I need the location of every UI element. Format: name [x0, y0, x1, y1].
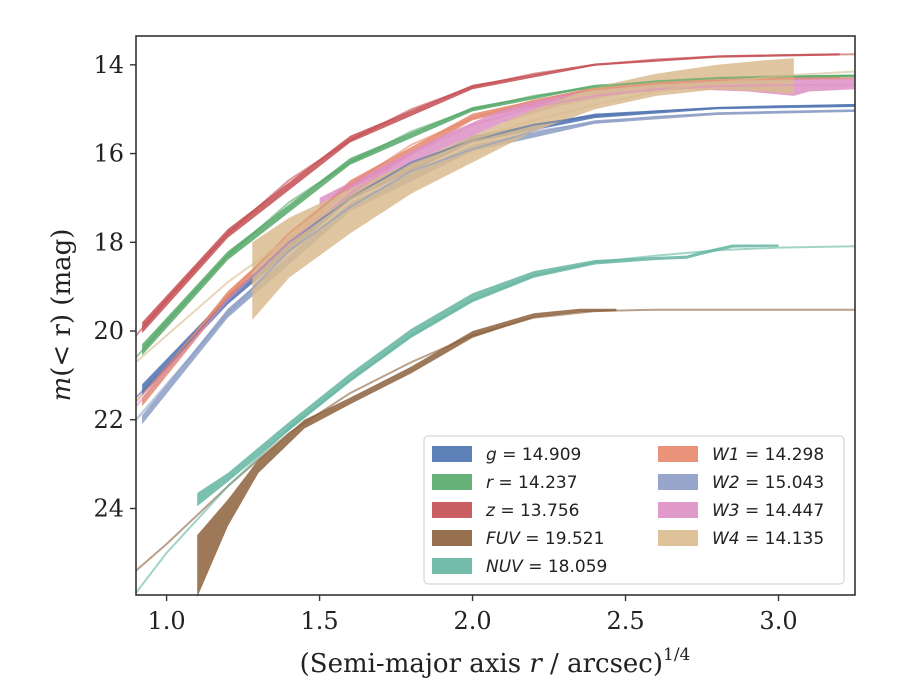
legend-band-value: = 15.043 [740, 473, 825, 493]
legend-band-value: = 14.298 [740, 445, 825, 465]
band-z [142, 53, 840, 334]
model-line-z [135, 53, 856, 337]
legend-label-w3: W3 = 14.447 [712, 501, 824, 521]
legend-swatch-g [432, 446, 472, 462]
legend-label-w4: W4 = 14.135 [712, 529, 824, 549]
x-axis-label: (Semi-major axis r / arcsec)1/4 [300, 645, 691, 679]
legend-swatch-w1 [658, 446, 698, 462]
legend-box [423, 435, 845, 585]
y-tick-label: 20 [93, 317, 124, 345]
legend-label-w2: W2 = 15.043 [712, 473, 824, 493]
legend-band-name: W4 [712, 529, 740, 549]
legend-band-name: NUV [486, 557, 524, 577]
legend-band-value: = 13.756 [495, 501, 580, 521]
x-axis-label-var: r [529, 649, 543, 679]
legend-band-value: = 18.059 [523, 557, 608, 577]
legend-swatch-w4 [658, 530, 698, 546]
y-tick-label: 14 [93, 51, 124, 79]
legend-swatch-nuv [432, 558, 472, 574]
legend-band-name: W2 [712, 473, 740, 493]
band-layer [142, 53, 856, 598]
legend-label-nuv: NUV = 18.059 [486, 557, 607, 577]
model-line-w2 [135, 110, 856, 421]
x-tick-label: 2.0 [453, 607, 491, 635]
legend-label-w1: W1 = 14.298 [712, 445, 824, 465]
x-axis-label-main: (Semi-major axis [300, 649, 530, 679]
plot-frame [135, 35, 856, 596]
band-w4 [252, 58, 794, 320]
model-line-layer [135, 53, 856, 594]
band-w3 [319, 78, 856, 212]
legend-label-fuv: FUV = 19.521 [486, 529, 604, 549]
legend-band-value: = 14.909 [497, 445, 582, 465]
legend-band-value: = 14.237 [493, 473, 578, 493]
legend-label-r: r = 14.237 [486, 473, 578, 493]
x-tick-label: 2.5 [606, 607, 644, 635]
y-axis-label-main: m [47, 377, 77, 402]
legend-band-name: W1 [712, 445, 740, 465]
y-tick-label: 18 [93, 228, 124, 256]
legend-band-name: g [486, 445, 497, 465]
legend-swatch-fuv [432, 530, 472, 546]
x-axis-label-sup: 1/4 [663, 645, 690, 665]
legend-label-g: g = 14.909 [486, 445, 581, 465]
y-axis-ticks: 14 16 18 20 22 24 [93, 51, 136, 522]
y-axis-label-tail: (< r) (mag) [47, 229, 77, 377]
legend-band-value: = 14.447 [740, 501, 825, 521]
x-tick-label: 3.0 [759, 607, 797, 635]
band-r [142, 74, 856, 356]
y-tick-label: 22 [93, 406, 124, 434]
legend-band-name: r [486, 473, 494, 493]
legend-swatch-w2 [658, 474, 698, 490]
x-tick-label: 1.0 [148, 607, 186, 635]
legend-swatch-r [432, 474, 472, 490]
legend-band-name: z [485, 501, 496, 521]
legend-band-name: FUV [486, 529, 521, 549]
model-line-w3 [135, 83, 856, 408]
x-axis-ticks: 1.0 1.5 2.0 2.5 3.0 [148, 595, 798, 635]
model-line-w4 [135, 70, 856, 363]
legend-band-value: = 14.135 [740, 529, 825, 549]
model-line-w1 [135, 77, 856, 403]
x-tick-label: 1.5 [300, 607, 338, 635]
model-line-nuv [135, 245, 856, 594]
legend-band-value: = 19.521 [520, 529, 605, 549]
legend-swatch-z [432, 502, 472, 518]
model-line-r [135, 74, 856, 359]
x-axis-label-tail: / arcsec) [542, 649, 663, 679]
y-axis-label: m(< r) (mag) [47, 229, 77, 402]
legend-swatch-w3 [658, 502, 698, 518]
legend-label-z: z = 13.756 [485, 501, 579, 521]
y-tick-label: 24 [93, 494, 124, 522]
legend-band-name: W3 [712, 501, 740, 521]
y-tick-label: 16 [93, 140, 124, 168]
